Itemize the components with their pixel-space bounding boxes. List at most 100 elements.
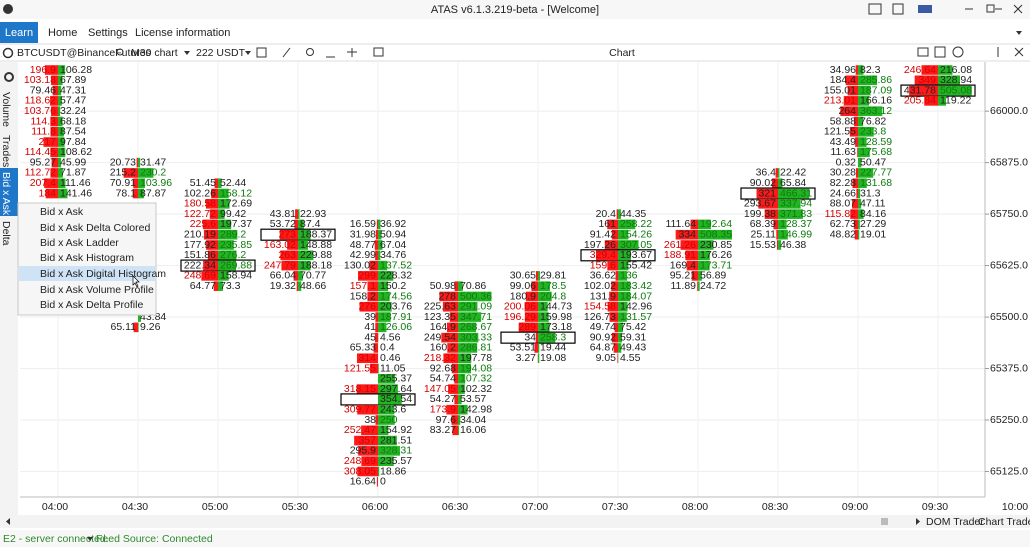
ask-bar bbox=[378, 404, 395, 415]
drawing-tools[interactable] bbox=[256, 47, 384, 58]
dropdown-arrow[interactable] bbox=[245, 51, 251, 55]
menu-item[interactable]: Bid x Ask Volume Profile bbox=[40, 284, 154, 296]
dom-trader-button[interactable]: DOM Trader bbox=[926, 516, 984, 528]
ask-bar bbox=[618, 281, 631, 291]
bid-volume: 118.62 bbox=[25, 95, 56, 107]
ask-bar bbox=[858, 229, 860, 240]
bid-volume: 82.28 bbox=[830, 177, 856, 189]
ask-bar bbox=[618, 291, 631, 302]
bid-bar bbox=[356, 384, 378, 394]
sidebar-tab[interactable]: Delta bbox=[0, 221, 12, 246]
window-controls[interactable] bbox=[868, 3, 1023, 15]
status-dropdown[interactable] bbox=[87, 537, 93, 541]
search-icon[interactable] bbox=[116, 48, 124, 56]
axes: 66000.0 65875.0 65750.0 65625.0 65500.0 65375… bbox=[42, 105, 1028, 513]
bid-bar bbox=[206, 240, 218, 250]
panel-controls[interactable] bbox=[917, 46, 1024, 58]
nav-tab[interactable]: License information bbox=[135, 27, 230, 39]
bid-volume: 41 bbox=[364, 321, 376, 333]
ask-bar bbox=[378, 260, 388, 271]
ask-volume: 235.57 bbox=[380, 455, 412, 467]
menu-item[interactable]: Bid x Ask Digital Histogram bbox=[40, 268, 166, 280]
menu-item[interactable]: Bid x Ask Delta Profile bbox=[40, 299, 143, 311]
ask-volume: 466.31 bbox=[780, 187, 812, 199]
volume-filter[interactable]: 222 USDT bbox=[196, 47, 246, 59]
ask-bar bbox=[778, 229, 788, 240]
sidebar-tab[interactable]: Trades bbox=[0, 135, 12, 167]
bid-bar bbox=[51, 106, 58, 116]
x-tick-label: 05:30 bbox=[282, 501, 308, 513]
toolbar-icon[interactable] bbox=[2, 47, 14, 59]
bid-volume: 188.91 bbox=[664, 249, 696, 261]
bid-bar bbox=[44, 178, 58, 189]
menu-item[interactable]: Bid x Ask Delta Colored bbox=[40, 222, 150, 234]
bid-volume: 199.38 bbox=[744, 208, 776, 220]
bid-volume: 64.87 bbox=[590, 342, 616, 354]
ask-bar bbox=[458, 291, 492, 302]
dropdown-arrow[interactable] bbox=[184, 51, 190, 55]
ask-bar bbox=[58, 137, 65, 147]
ask-volume: 102.32 bbox=[460, 383, 492, 395]
sidebar-tab[interactable]: Bid x Ask bbox=[0, 172, 12, 216]
menu-item[interactable]: Bid x Ask Ladder bbox=[40, 237, 119, 249]
nav-tab[interactable]: Learn bbox=[5, 27, 33, 39]
bid-volume: 97.6 bbox=[436, 414, 457, 426]
bid-bar bbox=[531, 281, 538, 291]
chart-trader-button[interactable]: Chart Trader bbox=[978, 516, 1030, 528]
ask-volume: 176.26 bbox=[700, 249, 732, 261]
scrollbar[interactable] bbox=[0, 515, 1030, 528]
bid-volume: 24.66 bbox=[830, 187, 856, 199]
ask-bar bbox=[58, 85, 62, 96]
bid-bar bbox=[675, 229, 698, 240]
ask-bar bbox=[538, 343, 540, 353]
bid-volume: 295.9 bbox=[350, 445, 376, 457]
bid-bar bbox=[840, 106, 858, 116]
bid-volume: 65.33 bbox=[350, 342, 376, 354]
settings-icon[interactable] bbox=[4, 72, 14, 82]
sidebar-tab[interactable]: Volume bbox=[0, 92, 12, 127]
nav-dropdown[interactable] bbox=[1016, 31, 1022, 35]
ask-volume: 4.56 bbox=[380, 331, 401, 343]
scroll-left[interactable] bbox=[6, 518, 10, 525]
timeframe[interactable]: M30 chart bbox=[131, 47, 178, 59]
menu-item[interactable]: Bid x Ask Histogram bbox=[40, 252, 134, 264]
nav-tab[interactable]: Home bbox=[48, 27, 77, 39]
bid-volume: 225.63 bbox=[424, 301, 456, 313]
ask-volume: 59.31 bbox=[620, 331, 646, 343]
ask-bar bbox=[538, 281, 550, 291]
ask-volume: 183.42 bbox=[620, 280, 652, 292]
bid-bar bbox=[375, 312, 378, 322]
ask-volume: 71.87 bbox=[60, 167, 86, 179]
x-tick-label: 07:00 bbox=[522, 501, 548, 513]
ask-bar bbox=[378, 363, 379, 374]
ask-volume: 178.5 bbox=[540, 280, 566, 292]
ask-volume: 187.09 bbox=[860, 84, 892, 96]
ask-volume: 87.54 bbox=[60, 126, 86, 138]
bid-volume: 38 bbox=[364, 414, 376, 426]
ask-bar bbox=[378, 446, 400, 456]
expand-arrow[interactable] bbox=[916, 518, 920, 525]
ask-volume: 131.57 bbox=[620, 311, 652, 323]
ask-bar bbox=[138, 178, 145, 189]
bid-bar bbox=[616, 209, 618, 219]
ask-bar bbox=[538, 291, 552, 302]
ask-bar bbox=[378, 250, 381, 261]
footprint-column: 16.59 36.92 31.98 50.94 48.77 67.04 42.99 34.76… bbox=[340, 218, 416, 488]
bid-volume: 207.4 bbox=[30, 177, 56, 189]
menu-item[interactable]: Bid x Ask bbox=[40, 206, 84, 218]
ask-volume: 289.2 bbox=[220, 228, 246, 240]
ask-volume: 255.37 bbox=[380, 373, 412, 385]
bid-volume: 157.1 bbox=[350, 280, 376, 292]
bid-bar bbox=[845, 75, 858, 86]
nav-tab[interactable]: Settings bbox=[88, 27, 128, 39]
bid-bar bbox=[921, 65, 938, 75]
bid-volume: 103.76 bbox=[24, 105, 56, 117]
ask-bar bbox=[378, 322, 387, 333]
ask-bar bbox=[778, 240, 782, 250]
ask-bar bbox=[698, 271, 702, 281]
ask-bar bbox=[858, 209, 864, 219]
ask-volume: 44.35 bbox=[620, 208, 646, 220]
ask-bar bbox=[218, 188, 229, 199]
ask-volume: 111.46 bbox=[60, 177, 91, 189]
scroll-thumb[interactable] bbox=[881, 518, 888, 525]
